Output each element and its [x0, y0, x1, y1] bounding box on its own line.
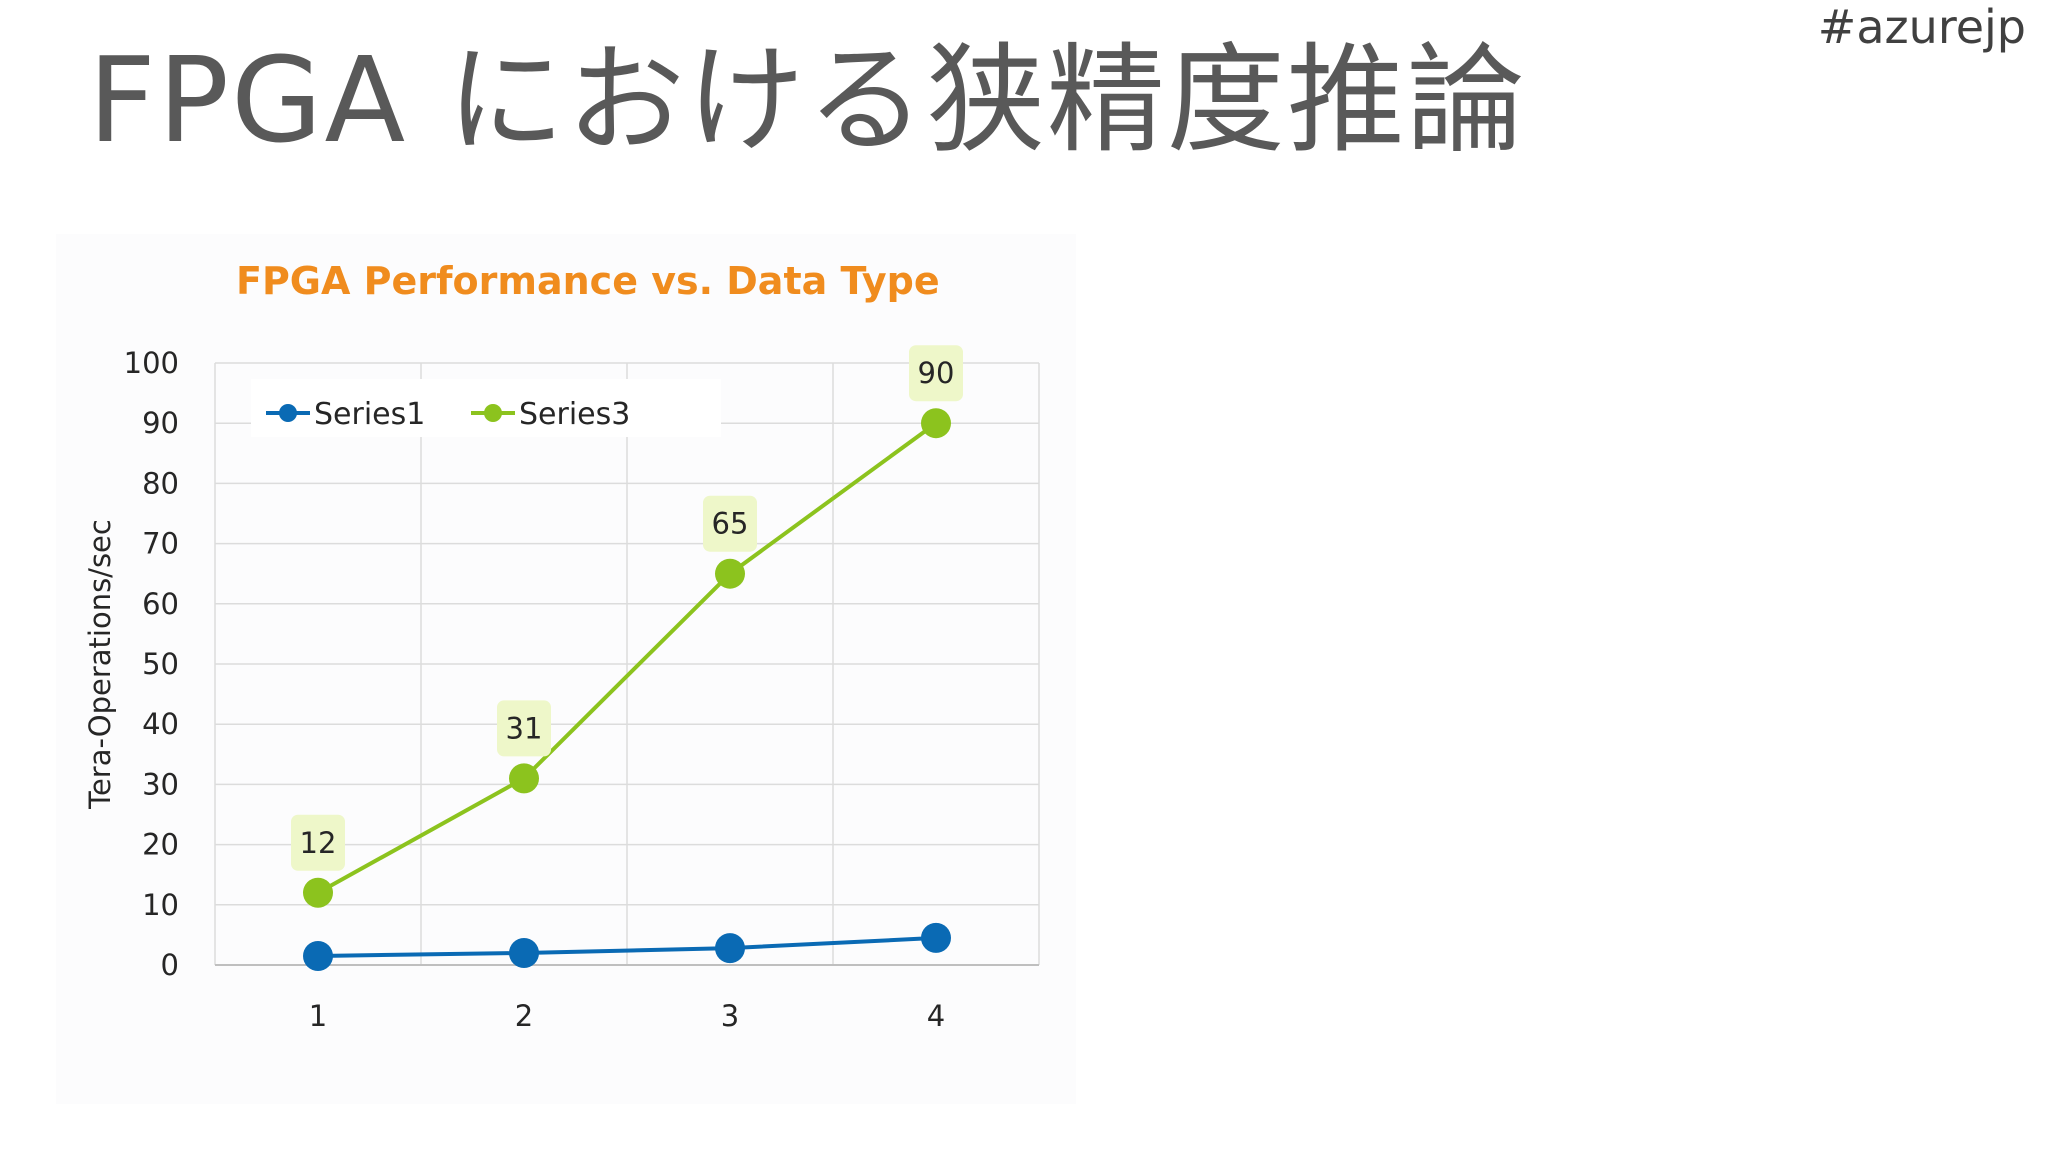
data-point: [921, 408, 951, 439]
data-label-bg: [703, 495, 757, 552]
data-point: [509, 937, 539, 968]
x-tick-label: 4: [927, 999, 945, 1033]
grid: [214, 362, 1040, 966]
data-label: 65: [712, 507, 749, 541]
y-tick-label: 100: [124, 346, 179, 380]
data-point: [715, 558, 745, 589]
x-tick-label: 2: [515, 999, 533, 1033]
hashtag: #azurejp: [1817, 0, 2026, 54]
series-line: [317, 421, 938, 895]
legend-label: Series3: [519, 397, 630, 432]
series-series3: 12 31 65 90: [291, 345, 963, 908]
y-tick-label: 60: [142, 587, 179, 621]
legend-marker: [484, 404, 502, 422]
data-point: [921, 922, 951, 953]
x-tick-label: 1: [309, 999, 327, 1033]
chart-panel: FPGA Performance vs. Data Type 0 10 20 30 40…: [56, 234, 1076, 1104]
y-tick-label: 50: [142, 647, 179, 681]
series-series1: [303, 922, 951, 971]
chart: FPGA Performance vs. Data Type 010203040…: [83, 259, 1040, 1033]
data-label: 90: [918, 356, 955, 390]
legend: Series1 Series3: [251, 379, 721, 437]
data-point: [509, 763, 539, 794]
series-layer: 12 31 65 90: [291, 345, 963, 971]
y-tick-label: 30: [142, 767, 179, 801]
y-tick-label: 0: [161, 948, 179, 982]
chart-title: FPGA Performance vs. Data Type: [236, 259, 940, 303]
legend-item-series3: Series3: [471, 397, 630, 432]
data-label: 31: [506, 711, 543, 745]
legend-marker: [279, 404, 297, 422]
data-label: 12: [300, 826, 337, 860]
y-axis-ticks: 0 10 20 30 40 50 60 70 80 90 100: [124, 346, 179, 982]
y-tick-label: 40: [142, 707, 179, 741]
series-line: [317, 935, 937, 958]
data-point: [303, 877, 333, 908]
data-point: [303, 940, 333, 971]
legend-item-series1: Series1: [266, 397, 425, 432]
slide-title: FPGA における狭精度推論: [88, 31, 1527, 169]
data-label-bg: [909, 345, 963, 402]
data-label-bg: [291, 814, 345, 871]
legend-label: Series1: [314, 397, 425, 432]
y-tick-label: 20: [142, 828, 179, 862]
data-point: [715, 933, 745, 964]
x-tick-label: 3: [721, 999, 739, 1033]
y-tick-label: 10: [142, 888, 179, 922]
y-tick-label: 70: [142, 527, 179, 561]
y-axis-label: Tera-Operations/sec: [83, 519, 117, 810]
y-tick-label: 90: [142, 406, 179, 440]
data-label-bg: [497, 700, 551, 757]
y-tick-label: 80: [142, 466, 179, 500]
x-axis-ticks: 1 2 3 4: [309, 999, 945, 1033]
